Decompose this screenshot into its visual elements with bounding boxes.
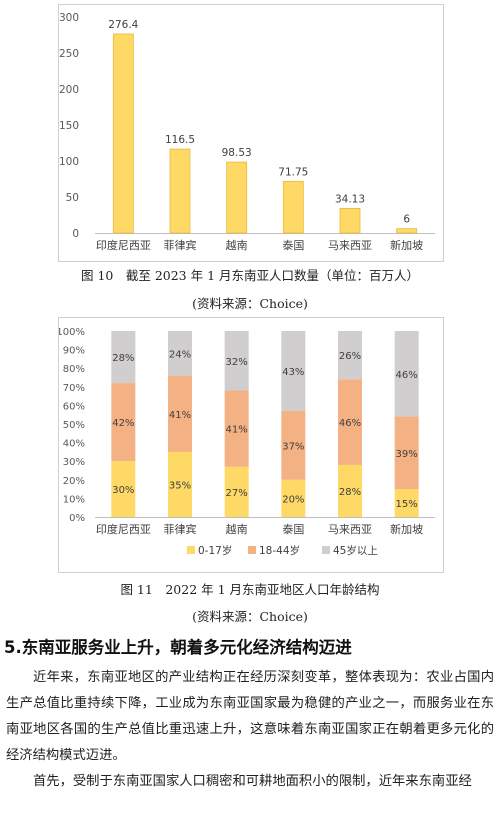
legend-label: 45岁以上 xyxy=(333,544,378,557)
y-tick-label: 50% xyxy=(63,420,85,431)
stack-segment-2 xyxy=(338,379,362,465)
segment-value-label: 27% xyxy=(226,488,248,499)
bar-4 xyxy=(282,180,304,234)
stack-segment-3 xyxy=(111,331,136,384)
segment-value-label: 43% xyxy=(282,367,304,378)
population-bar-chart: 0 50 100 150 200 250 300 276.4 印度尼西亚 116.5 菲律宾 98.5… xyxy=(59,12,435,252)
segment-value-label: 46% xyxy=(396,370,418,381)
segment-value-label: 32% xyxy=(226,357,248,368)
paragraph-2: 首先，受制于东南亚国家人口稠密和可耕地面积小的限制，近年来东南亚经 xyxy=(33,774,472,789)
bar-value-label: 98.53 xyxy=(222,147,252,159)
stack-segment-3 xyxy=(224,331,249,391)
stack-segment-1 xyxy=(394,489,419,517)
segment-value-label: 26% xyxy=(339,351,361,362)
x-category-label: 马来西亚 xyxy=(328,523,372,536)
legend-swatch-1 xyxy=(187,546,195,554)
y-tick-label: 100% xyxy=(59,327,85,338)
stack-segment-3 xyxy=(394,331,419,417)
age-structure-stacked-chart: 0% 10% 20% 30% 40% 50% 60% 70% 80% 90% 100% 30% 42% 2… xyxy=(56,327,435,557)
bar-value-label: 71.75 xyxy=(278,166,308,178)
legend-swatch-2 xyxy=(248,546,256,554)
stack-segment-2 xyxy=(168,375,192,452)
y-tick-label: 250 xyxy=(59,48,79,60)
population-chart: 0 50 100 150 200 250 300 276.4 印度尼西亚 116.5 菲律宾 98.5… xyxy=(58,4,444,262)
figure-11-caption: 图 11 2022 年 1 月东南亚地区人口年龄结构 xyxy=(120,582,380,597)
y-tick-label: 90% xyxy=(63,346,85,357)
segment-value-label: 41% xyxy=(226,425,248,436)
bar-6 xyxy=(396,228,418,234)
bar-5 xyxy=(339,208,361,234)
stack-segment-2 xyxy=(394,416,419,490)
figure-10-source: (资料来源：Choice) xyxy=(192,296,308,311)
segment-value-label: 20% xyxy=(282,494,304,505)
bar-value-label: 276.4 xyxy=(108,19,138,31)
segment-value-label: 37% xyxy=(282,441,304,452)
y-tick-label: 70% xyxy=(63,383,85,394)
age-structure-chart: 0% 10% 20% 30% 40% 50% 60% 70% 80% 90% 100% 30% 42% 2… xyxy=(56,317,444,573)
y-tick-label: 300 xyxy=(59,12,79,24)
bar-value-label: 34.13 xyxy=(335,193,365,205)
x-category-label: 菲律宾 xyxy=(164,522,197,536)
y-tick-label: 30% xyxy=(63,457,85,468)
legend-label: 0-17岁 xyxy=(198,544,232,557)
stack-segment-2 xyxy=(111,383,136,462)
paragraph-1: 近年来，东南亚地区的产业结构正在经历深刻变革，整体表现为：农业占国内生产总值比重… xyxy=(6,670,494,763)
y-tick-label: 0 xyxy=(72,228,79,240)
stack-segment-1 xyxy=(111,461,136,517)
segment-value-label: 24% xyxy=(169,349,191,360)
y-tick-label: 20% xyxy=(63,476,85,487)
x-category-label: 越南 xyxy=(226,238,248,252)
y-tick-label: 10% xyxy=(63,494,85,505)
segment-value-label: 41% xyxy=(169,410,191,421)
segment-value-label: 28% xyxy=(112,353,134,364)
segment-value-label: 42% xyxy=(112,418,134,429)
x-category-label: 印度尼西亚 xyxy=(96,238,151,252)
stack-segment-1 xyxy=(224,466,249,517)
figure-11-source: (资料来源：Choice) xyxy=(192,609,308,624)
stack-segment-2 xyxy=(281,410,306,480)
y-tick-label: 200 xyxy=(59,84,79,96)
x-category-label: 新加坡 xyxy=(390,522,423,536)
y-tick-label: 50 xyxy=(66,192,79,204)
y-tick-label: 60% xyxy=(63,401,85,412)
stack-segment-1 xyxy=(338,464,362,517)
stack-segment-2 xyxy=(224,390,249,467)
segment-value-label: 15% xyxy=(396,499,418,510)
y-tick-label: 40% xyxy=(63,439,85,450)
x-category-label: 印度尼西亚 xyxy=(96,522,151,536)
x-category-label: 越南 xyxy=(226,522,248,536)
y-tick-label: 80% xyxy=(63,364,85,375)
x-category-label: 新加坡 xyxy=(390,238,423,252)
bar-value-label: 6 xyxy=(403,214,410,226)
y-tick-label: 0% xyxy=(69,513,85,524)
x-category-label: 泰国 xyxy=(282,238,304,252)
stack-segment-3 xyxy=(281,331,306,411)
stack-segment-3 xyxy=(168,331,192,376)
y-tick-label: 150 xyxy=(59,120,79,132)
bar-value-label: 116.5 xyxy=(165,134,195,146)
bar-3 xyxy=(226,161,248,234)
bar-2 xyxy=(169,148,191,234)
segment-value-label: 35% xyxy=(169,480,191,491)
stack-segment-1 xyxy=(281,479,306,517)
bar-1 xyxy=(112,33,134,234)
figure-10-caption: 图 10 截至 2023 年 1 月东南亚人口数量（单位：百万人） xyxy=(80,268,420,283)
segment-value-label: 30% xyxy=(112,485,134,496)
segment-value-label: 39% xyxy=(396,449,418,460)
x-category-label: 泰国 xyxy=(282,522,304,536)
stack-segment-3 xyxy=(338,331,362,380)
section-title: 5.东南亚服务业上升，朝着多元化经济结构迈进 xyxy=(4,638,352,657)
stack-segment-1 xyxy=(168,451,192,517)
segment-value-label: 28% xyxy=(339,487,361,498)
legend-label: 18-44岁 xyxy=(259,544,300,557)
legend-swatch-3 xyxy=(322,546,330,554)
x-category-label: 菲律宾 xyxy=(164,238,197,252)
segment-value-label: 46% xyxy=(339,418,361,429)
y-tick-label: 100 xyxy=(59,156,79,168)
x-category-label: 马来西亚 xyxy=(328,239,372,252)
